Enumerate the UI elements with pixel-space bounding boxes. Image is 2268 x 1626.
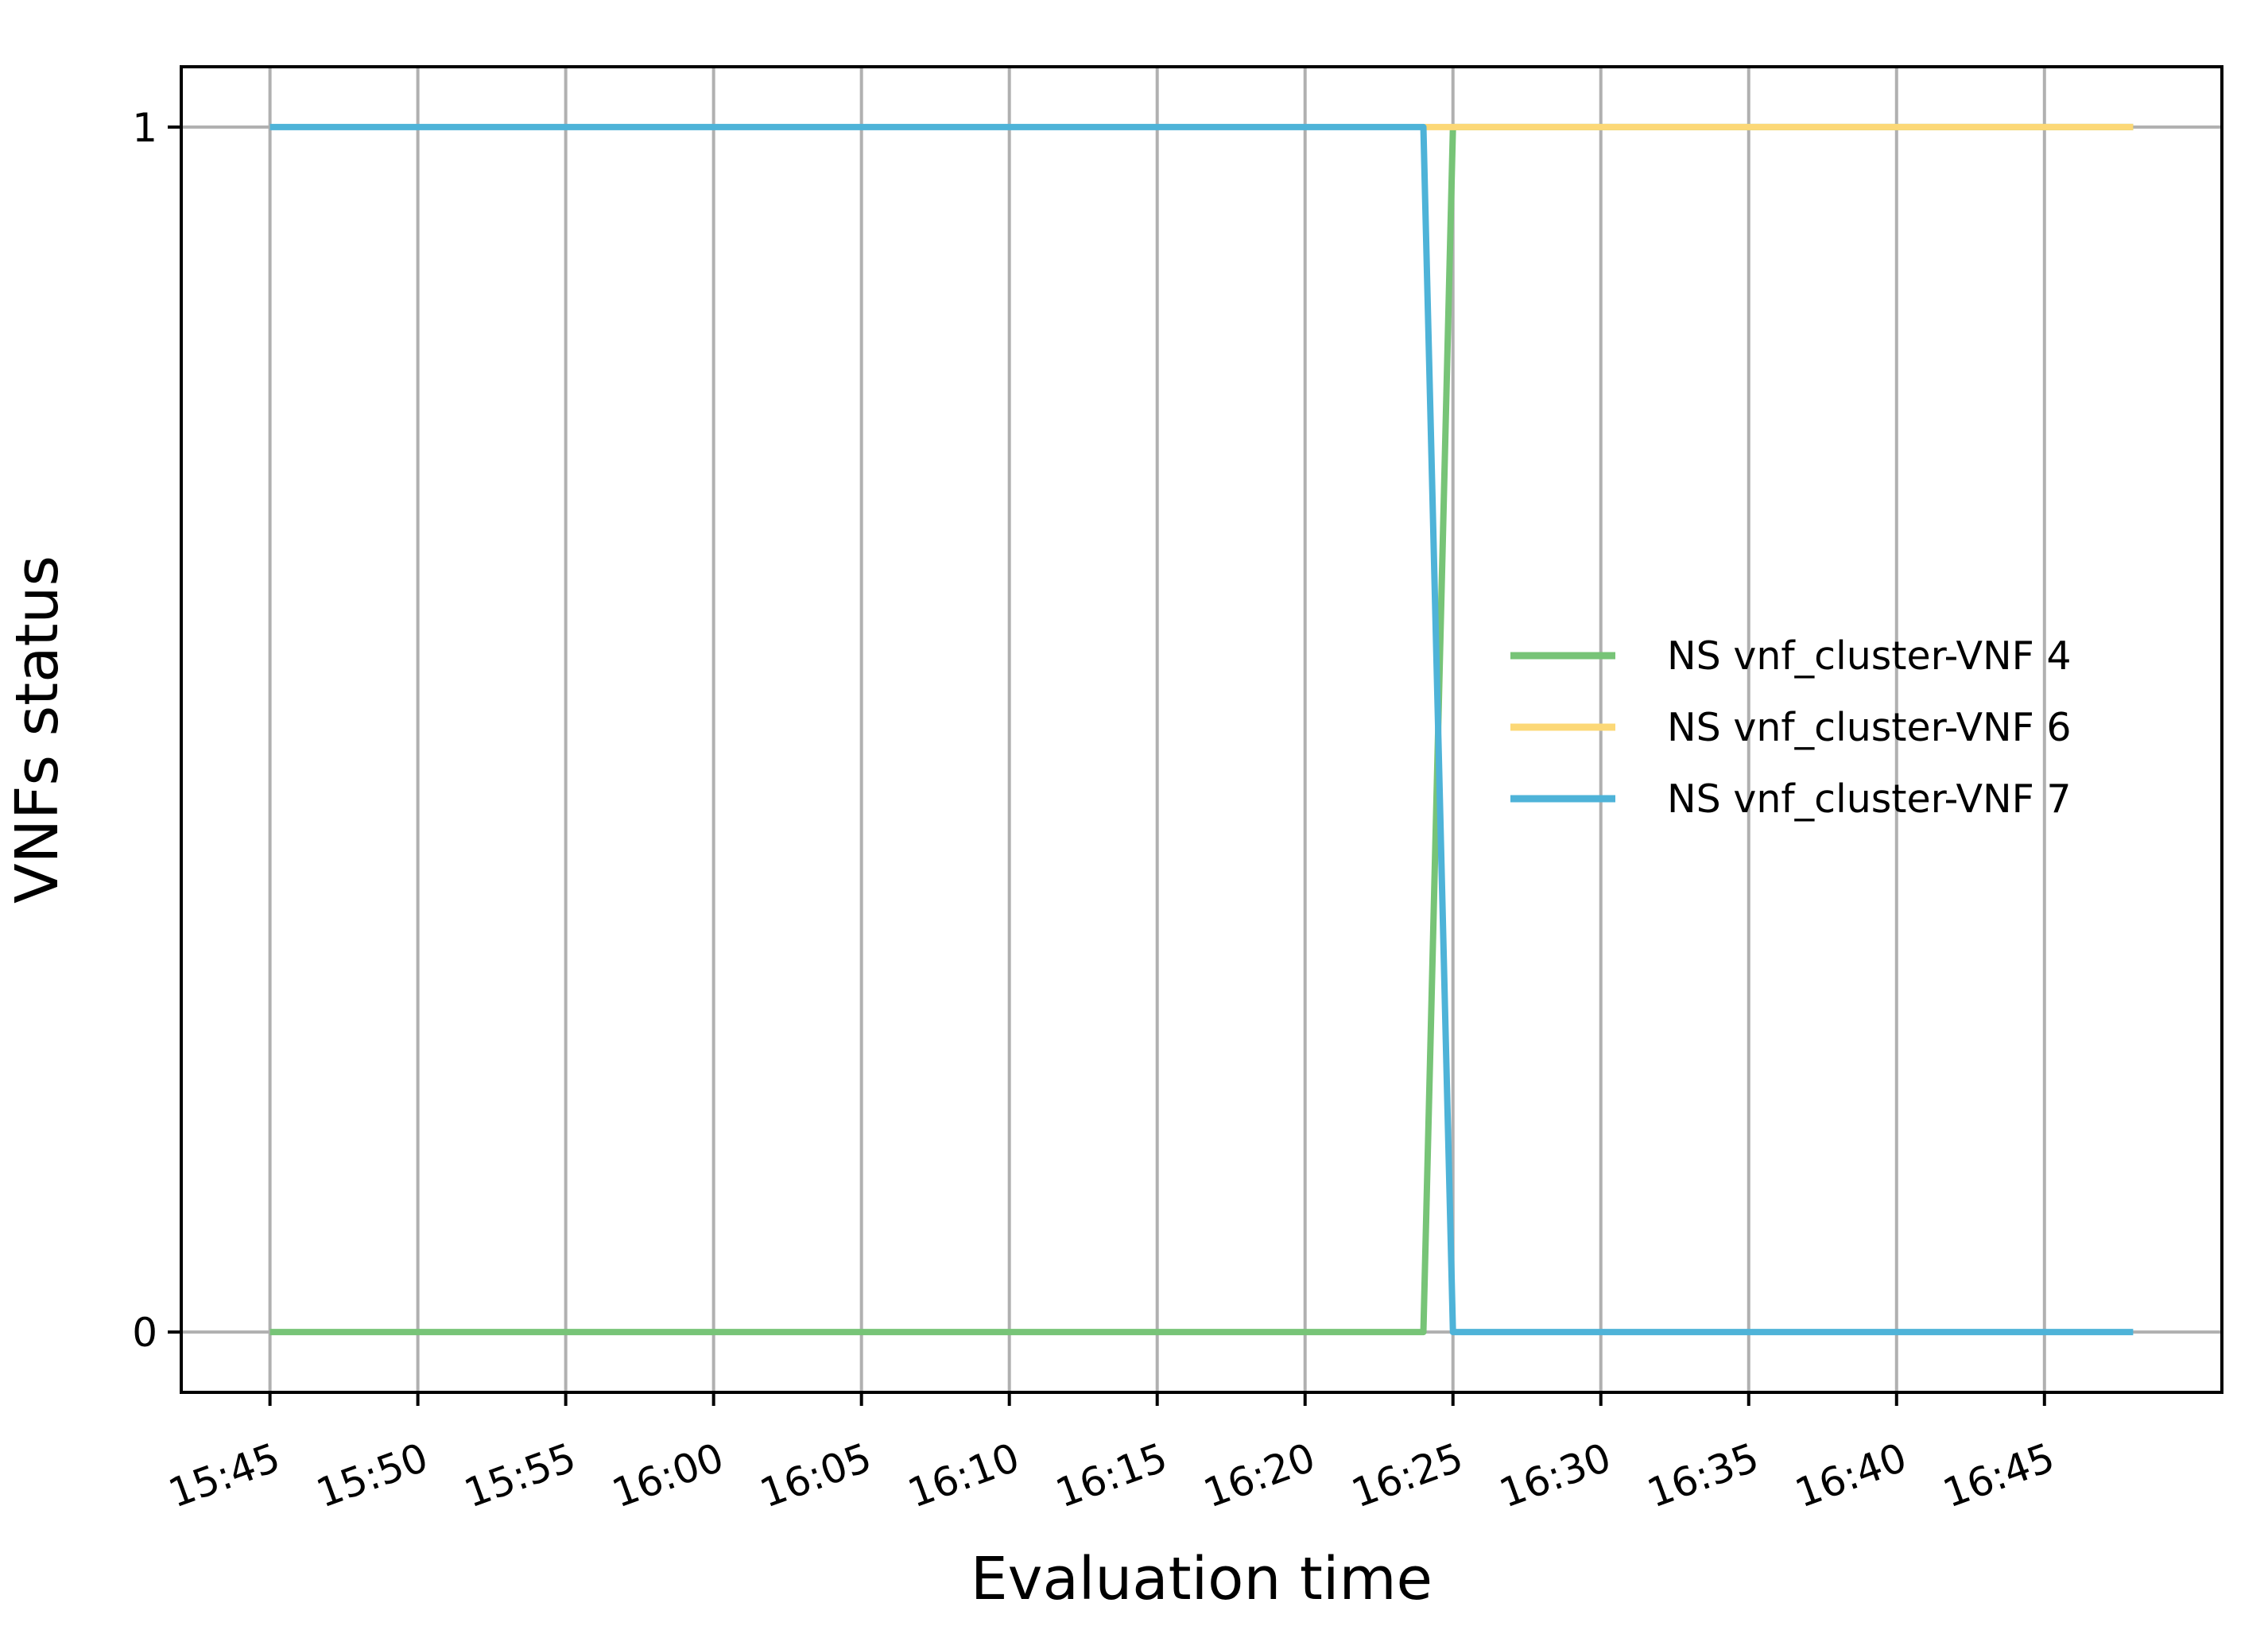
y-axis-title: VNFs status [3, 556, 72, 904]
legend-label: NS vnf_cluster-VNF 7 [1667, 776, 2072, 822]
x-axis-title: Evaluation time [971, 1545, 1433, 1613]
y-tick-label: 1 [132, 105, 157, 151]
plot-frame [180, 65, 2223, 1394]
legend-label: NS vnf_cluster-VNF 6 [1667, 705, 2072, 750]
y-tick-label: 0 [132, 1310, 157, 1356]
series-line-3 [269, 123, 2134, 1336]
legend-label: NS vnf_cluster-VNF 4 [1667, 633, 2072, 679]
series-lines [269, 123, 2134, 1336]
legend: NS vnf_cluster-VNF 4 NS vnf_cluster-VNF 6… [1510, 633, 2072, 822]
